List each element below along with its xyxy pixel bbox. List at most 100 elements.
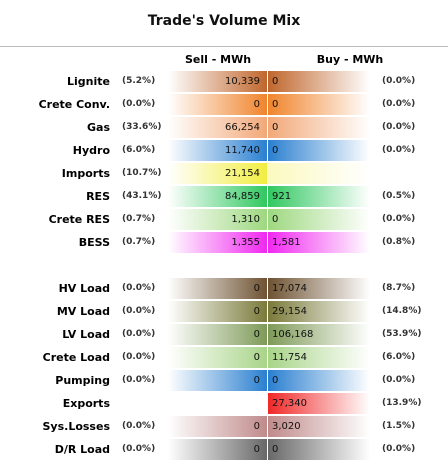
buy-share: (0.0%): [382, 145, 416, 155]
buy-value: 1,581: [272, 237, 301, 248]
sell-cell: [168, 278, 267, 299]
sell-cell: [168, 71, 267, 92]
sell-cell: [168, 94, 267, 115]
row-label: MV Load: [56, 305, 110, 318]
sell-value: 21,154: [225, 168, 260, 179]
buy-cell: [268, 232, 370, 253]
buy-share: (0.0%): [382, 99, 416, 109]
title: Trade's Volume Mix: [147, 13, 301, 29]
sell-value: 11,740: [225, 145, 260, 156]
sell-value: 1,310: [231, 214, 260, 225]
sell-share: (5.2%): [122, 76, 156, 86]
sell-value: 66,254: [225, 122, 260, 133]
buy-cell: [268, 416, 370, 437]
sell-share: (0.0%): [122, 329, 156, 339]
sell-cell: [168, 117, 267, 138]
buy-cell: [268, 94, 370, 115]
sell-cell: [168, 439, 267, 460]
sell-value: 0: [253, 421, 260, 432]
sell-value: 0: [253, 306, 260, 317]
sell-header: Sell - MWh: [184, 53, 252, 66]
sell-share: (6.0%): [122, 145, 156, 155]
sell-cell: [168, 209, 267, 230]
buy-value: 106,168: [272, 329, 314, 340]
buy-value: 3,020: [272, 421, 301, 432]
row-label: Gas: [87, 121, 110, 134]
buy-cell: [268, 140, 370, 161]
sell-cell: [168, 347, 267, 368]
buy-share: (0.0%): [382, 122, 416, 132]
buy-cell: [268, 117, 370, 138]
buy-value: 0: [272, 76, 279, 87]
sell-share: (33.6%): [122, 122, 162, 132]
row-label: Crete RES: [48, 213, 110, 226]
buy-value: 27,340: [272, 398, 307, 409]
buy-value: 17,074: [272, 283, 307, 294]
buy-share: (0.8%): [382, 237, 416, 247]
buy-share: (0.0%): [382, 444, 416, 454]
row-label: Sys.Losses: [42, 420, 111, 433]
buy-share: (0.0%): [382, 214, 416, 224]
sell-cell: [168, 163, 267, 184]
buy-share: (0.0%): [382, 76, 416, 86]
buy-cell: [268, 186, 370, 207]
buy-value: 0: [272, 122, 279, 133]
buy-share: (0.5%): [382, 191, 416, 201]
row-label: RES: [86, 190, 110, 203]
sell-share: (10.7%): [122, 168, 162, 178]
row-label: BESS: [78, 236, 110, 249]
buy-share: (8.7%): [382, 283, 416, 293]
buy-value: 0: [272, 145, 279, 156]
sell-share: (0.7%): [122, 237, 156, 247]
buy-cell: [268, 347, 370, 368]
buy-value: 0: [272, 375, 279, 386]
sell-value: 0: [253, 444, 260, 455]
buy-share: (0.0%): [382, 375, 416, 385]
buy-value: 29,154: [272, 306, 307, 317]
sell-share: (0.0%): [122, 352, 156, 362]
sell-value: 84,859: [225, 191, 260, 202]
sell-share: (0.0%): [122, 444, 156, 454]
sell-share: (43.1%): [122, 191, 162, 201]
buy-cell: [268, 278, 370, 299]
row-label: D/R Load: [54, 443, 110, 456]
sell-value: 0: [253, 352, 260, 363]
row-label: Crete Conv.: [38, 98, 110, 111]
sell-value: 1,355: [231, 237, 260, 248]
buy-value: 921: [272, 191, 292, 202]
buy-share: (14.8%): [382, 306, 422, 316]
buy-value: 0: [272, 214, 279, 225]
sell-cell: [168, 370, 267, 391]
sell-share: (0.0%): [122, 421, 156, 431]
row-label: LV Load: [62, 328, 110, 341]
sell-cell: [168, 232, 267, 253]
divider: [0, 46, 448, 47]
row-label: Pumping: [55, 374, 110, 387]
sell-share: (0.0%): [122, 375, 156, 385]
buy-value: 11,754: [272, 352, 307, 363]
sell-value: 0: [253, 283, 260, 294]
row-label: Imports: [61, 167, 110, 180]
buy-share: (6.0%): [382, 352, 416, 362]
sell-share: (0.0%): [122, 99, 156, 109]
buy-cell: [268, 71, 370, 92]
buy-value: 0: [272, 444, 279, 455]
sell-value: 0: [253, 99, 260, 110]
buy-cell: [268, 370, 370, 391]
buy-header: Buy - MWh: [316, 53, 384, 66]
buy-share: (13.9%): [382, 398, 422, 408]
sell-cell: [168, 301, 267, 322]
sell-value: 10,339: [225, 76, 260, 87]
row-label: Hydro: [72, 144, 110, 157]
sell-value: 0: [253, 329, 260, 340]
buy-share: (53.9%): [382, 329, 422, 339]
buy-share: (1.5%): [382, 421, 416, 431]
buy-cell: [268, 393, 370, 414]
buy-cell: [268, 163, 370, 184]
sell-share: (0.0%): [122, 306, 156, 316]
sell-share: (0.7%): [122, 214, 156, 224]
buy-cell: [268, 439, 370, 460]
row-label: HV Load: [58, 282, 110, 295]
buy-cell: [268, 301, 370, 322]
sell-cell: [168, 140, 267, 161]
